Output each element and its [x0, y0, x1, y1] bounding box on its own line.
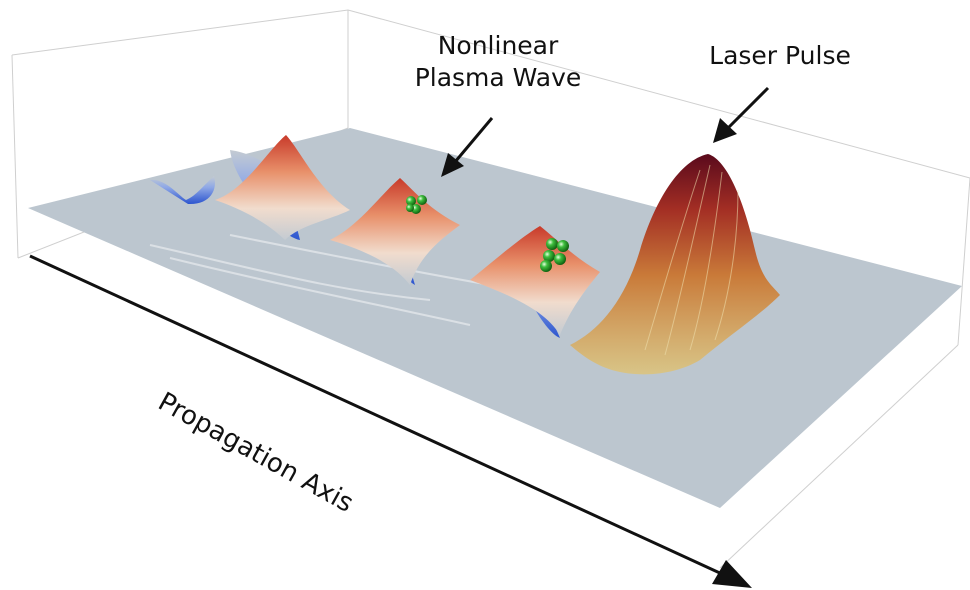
plasma-wave-label-line1: Nonlinear	[437, 31, 559, 60]
plasma-wave-crests	[215, 135, 600, 335]
arrow-icon	[713, 86, 770, 143]
propagation-axis-arrow	[29, 254, 752, 588]
arrow-icon	[441, 117, 494, 177]
laser-pulse-peak	[570, 154, 780, 375]
plasma-wave-label-line2: Plasma Wave	[414, 63, 582, 92]
plasma-wave-label: Nonlinear Plasma Wave	[398, 30, 598, 94]
laser-pulse-label: Laser Pulse	[709, 41, 851, 70]
field-plane	[28, 128, 962, 508]
electron-bunch-icon	[406, 195, 427, 214]
electron-bunch-icon	[540, 238, 569, 272]
